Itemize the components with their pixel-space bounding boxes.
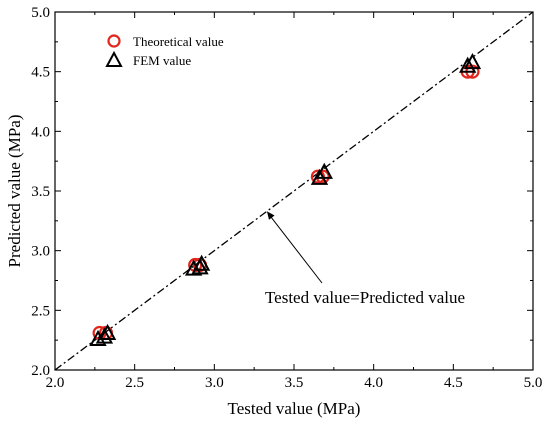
y-tick-label: 2.5	[31, 303, 50, 319]
fem-point	[184, 259, 203, 276]
x-tick-label: 3.5	[285, 375, 304, 391]
y-tick-label: 4.5	[31, 65, 50, 81]
fem-point	[315, 162, 333, 179]
legend-label-fem: FEM value	[133, 53, 191, 68]
x-tick-label: 2.5	[125, 375, 144, 391]
theoretical-point	[310, 169, 325, 184]
annotation-arrow-head	[266, 211, 275, 220]
fem-point	[458, 56, 477, 73]
x-ticks: 2.0 2.5 3.0 3.5 4.0 4.5 5.0	[46, 12, 543, 391]
annotation-arrow	[266, 211, 323, 284]
fem-point	[463, 53, 482, 70]
reference-line	[54, 11, 534, 371]
y-tick-label: 5.0	[31, 5, 50, 21]
x-tick-label: 4.0	[364, 375, 383, 391]
annotation-arrow-line	[268, 213, 323, 284]
data-markers	[89, 53, 482, 346]
x-tick-label: 2.0	[46, 375, 65, 391]
fem-point	[192, 254, 211, 271]
legend-marker-fem	[105, 50, 123, 67]
y-tick-label: 2.0	[31, 363, 50, 379]
y-tick-label: 3.0	[31, 244, 50, 260]
y-tick-label: 3.5	[31, 184, 50, 200]
y-tick-label: 4.0	[31, 124, 50, 140]
legend-label-theoretical: Theoretical value	[133, 34, 224, 49]
legend-marker-theoretical	[107, 34, 121, 48]
legend: Theoretical value FEM value	[105, 34, 224, 68]
x-tick-label: 5.0	[524, 375, 543, 391]
x-axis-title: Tested value (MPa)	[228, 399, 361, 418]
x-tick-label: 3.0	[205, 375, 224, 391]
y-ticks: 2.0 2.5 3.0 3.5 4.0 4.5 5.0	[31, 5, 533, 379]
annotation-text: Tested value=Predicted value	[265, 288, 465, 307]
fem-point	[98, 323, 117, 341]
fem-point	[95, 327, 114, 344]
x-tick-label: 4.5	[444, 375, 463, 391]
y-axis-title: Predicted value (MPa)	[5, 115, 24, 268]
